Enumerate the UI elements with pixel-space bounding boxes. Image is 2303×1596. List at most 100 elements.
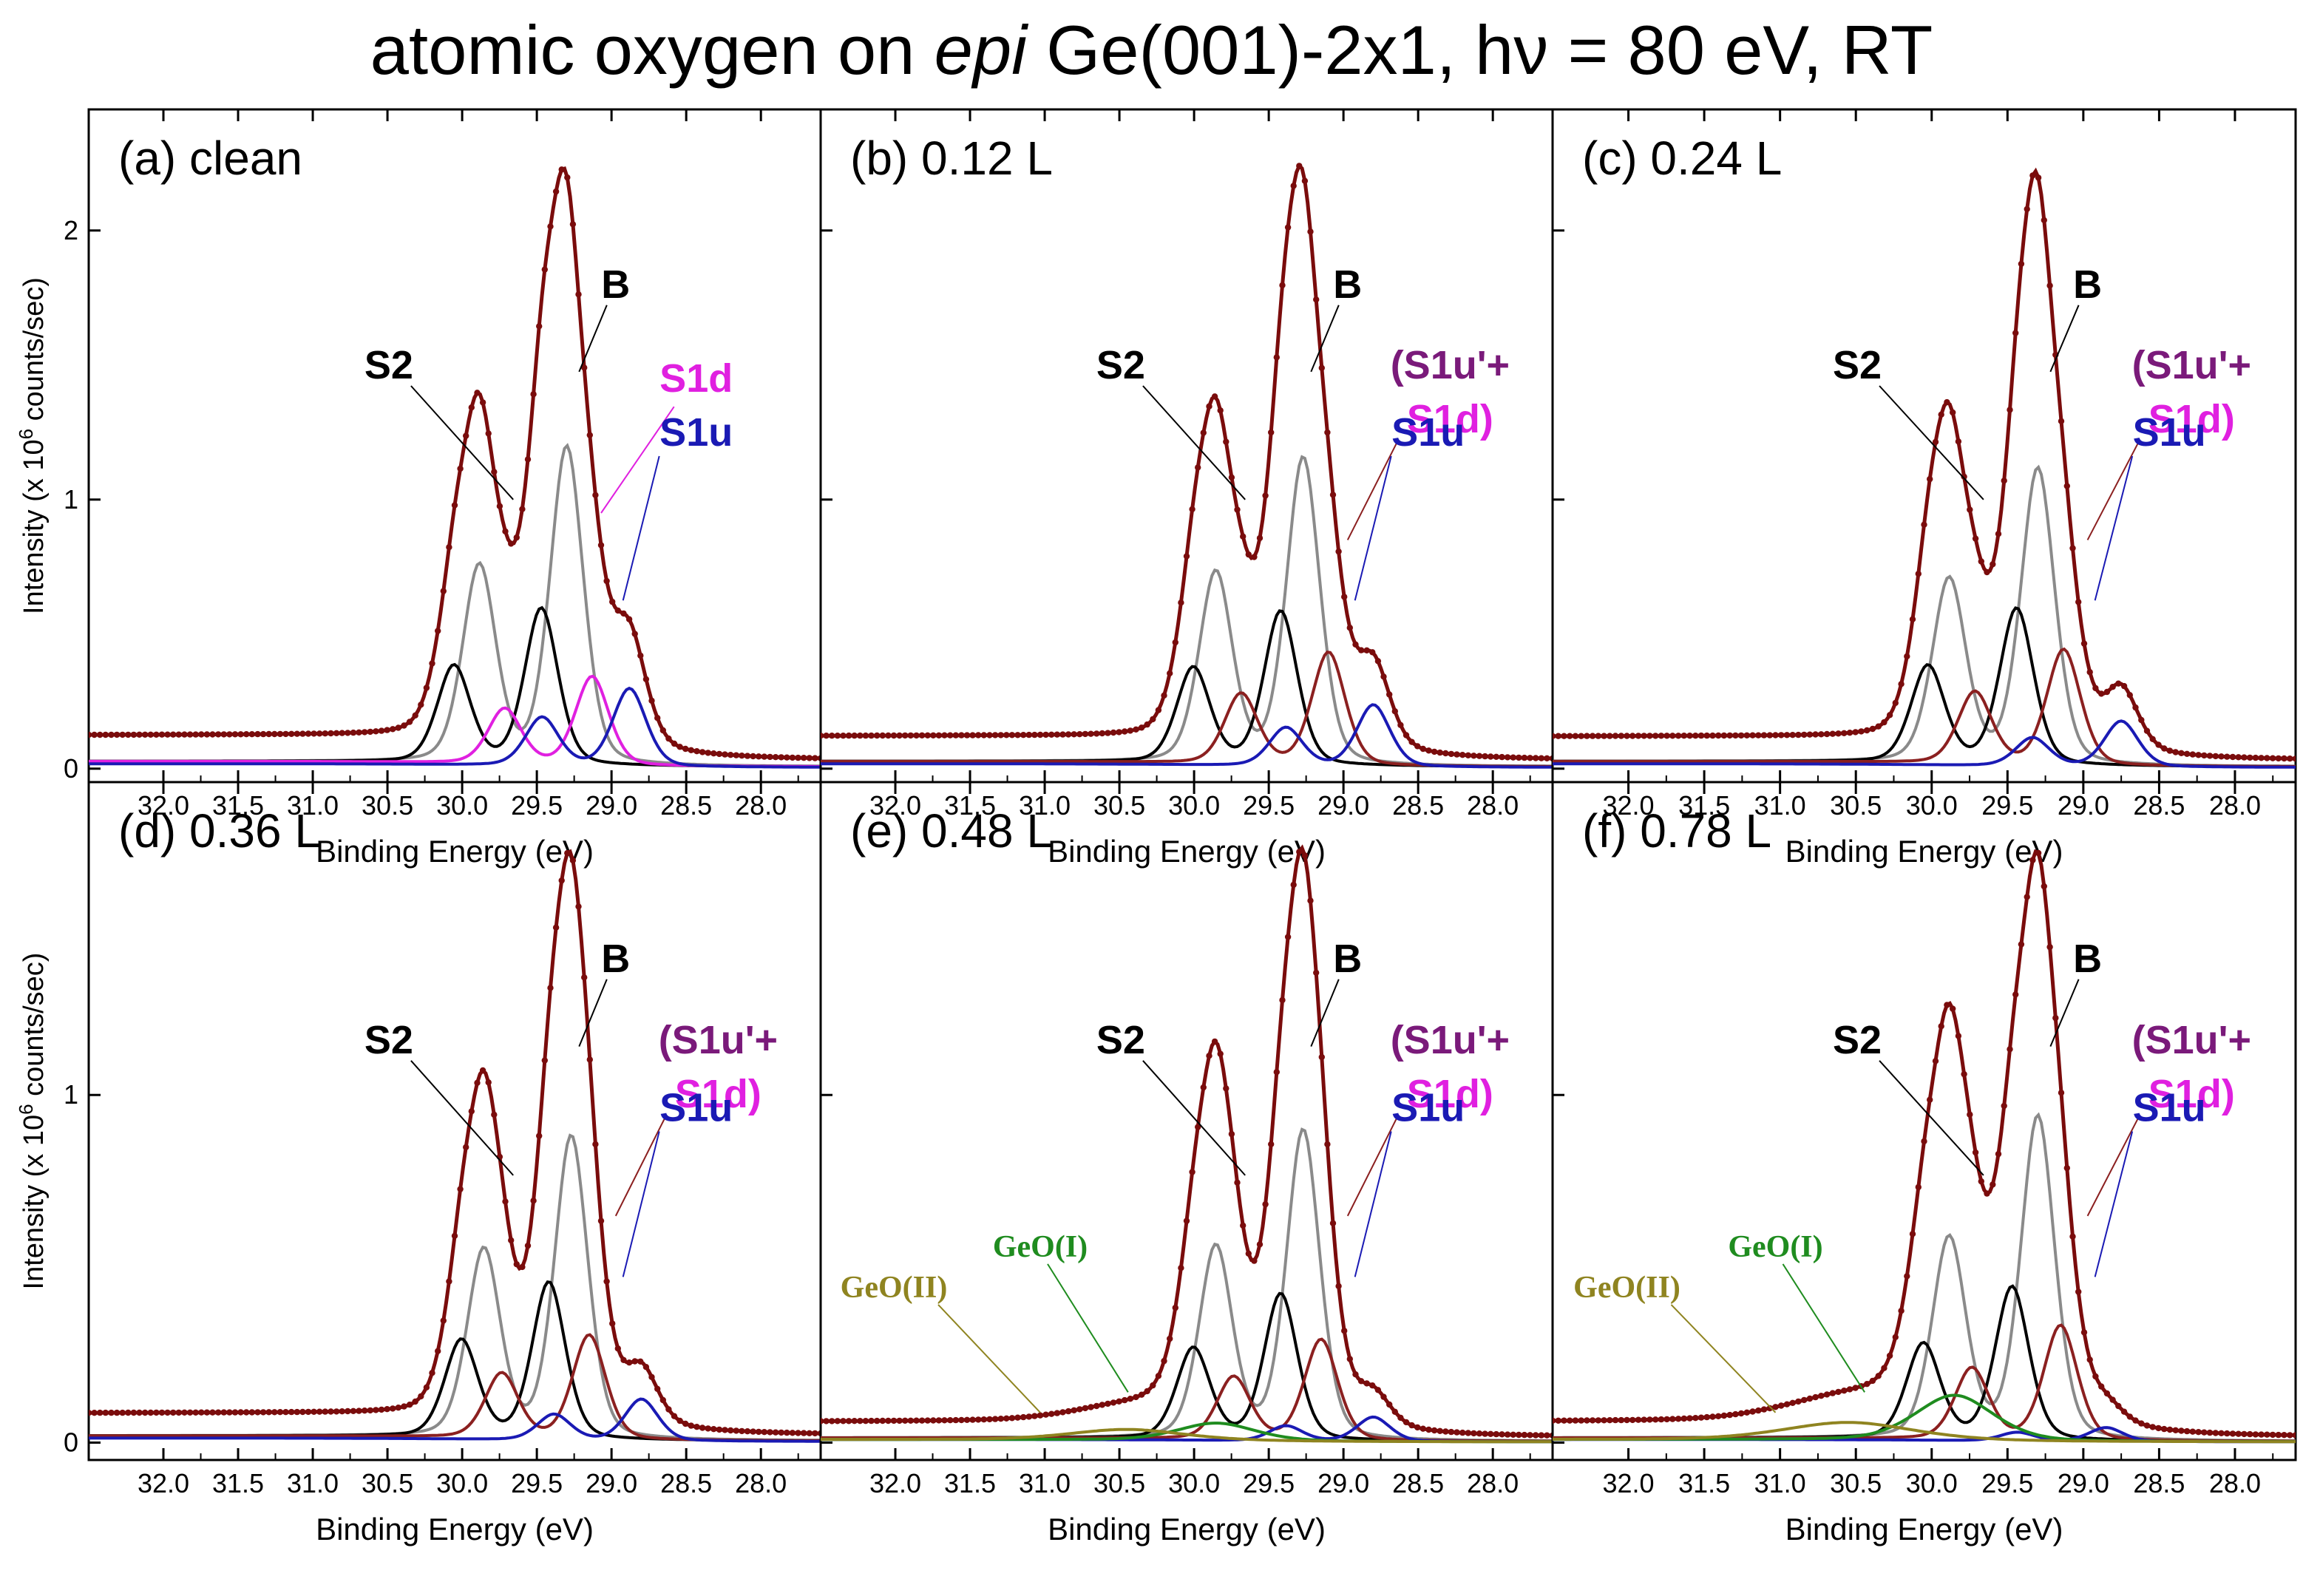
data-point bbox=[1167, 670, 1173, 676]
data-point bbox=[716, 750, 723, 758]
data-point bbox=[513, 534, 520, 541]
data-point bbox=[1256, 534, 1264, 542]
data-point bbox=[1172, 1304, 1179, 1311]
data-point bbox=[1324, 1141, 1331, 1148]
x-tick-label: 29.5 bbox=[1981, 1468, 2033, 1498]
data-point bbox=[778, 1429, 784, 1436]
x-tick-label: 28.0 bbox=[1467, 790, 1519, 821]
data-point bbox=[1955, 1033, 1962, 1039]
label-S1d-close: S1d) bbox=[1407, 397, 1493, 441]
data-point bbox=[102, 1409, 109, 1416]
data-point bbox=[1829, 1390, 1836, 1396]
data-point bbox=[603, 577, 610, 585]
data-point bbox=[750, 1428, 756, 1435]
data-point bbox=[1105, 730, 1111, 736]
data-point bbox=[423, 1384, 430, 1391]
data-point bbox=[1493, 1430, 1500, 1438]
data-point bbox=[231, 1409, 239, 1416]
data-point bbox=[1363, 647, 1370, 653]
data-point bbox=[1544, 755, 1550, 761]
data-point bbox=[2098, 1383, 2105, 1390]
data-point bbox=[463, 432, 469, 439]
data-point bbox=[1122, 728, 1128, 735]
data-point bbox=[907, 1417, 915, 1424]
data-point bbox=[1978, 1178, 1984, 1185]
data-point bbox=[829, 1418, 835, 1424]
data-point bbox=[1195, 464, 1201, 471]
data-point bbox=[1290, 183, 1297, 189]
data-point bbox=[362, 729, 368, 736]
data-point bbox=[1772, 1404, 1779, 1410]
data-point bbox=[902, 732, 909, 739]
data-point bbox=[153, 731, 160, 738]
data-point bbox=[1555, 1417, 1561, 1424]
data-point bbox=[1760, 1406, 1768, 1413]
label-S1u-prime: (S1u'+ bbox=[2132, 1018, 2251, 1062]
data-point bbox=[1521, 1431, 1528, 1439]
data-point bbox=[1852, 1385, 1859, 1391]
data-point bbox=[2155, 1424, 2162, 1432]
data-point bbox=[1743, 732, 1750, 738]
data-point bbox=[2287, 1432, 2293, 1439]
data-point bbox=[1437, 749, 1443, 756]
label-arrow bbox=[578, 979, 608, 1047]
data-point bbox=[902, 1417, 909, 1424]
data-point bbox=[384, 1406, 390, 1413]
data-point bbox=[2269, 755, 2276, 761]
data-point bbox=[924, 732, 931, 738]
data-point bbox=[1875, 1373, 1882, 1379]
data-point bbox=[1635, 733, 1642, 739]
data-point bbox=[209, 1409, 216, 1416]
component-s2 bbox=[821, 609, 1553, 768]
data-point bbox=[277, 1409, 284, 1416]
data-point bbox=[1195, 1124, 1201, 1130]
data-point bbox=[1961, 473, 1967, 480]
x-tick-label: 28.5 bbox=[1392, 790, 1444, 821]
data-point bbox=[479, 1067, 486, 1074]
panel-title: (e) 0.48 L bbox=[850, 804, 1053, 858]
data-point bbox=[519, 1263, 526, 1271]
data-point bbox=[316, 1408, 323, 1415]
data-point bbox=[1223, 1085, 1229, 1092]
data-point bbox=[1795, 731, 1802, 738]
data-point bbox=[1122, 1396, 1128, 1404]
data-point bbox=[1240, 1222, 1247, 1229]
x-tick-label: 28.5 bbox=[2133, 790, 2185, 821]
data-point bbox=[1561, 1417, 1567, 1424]
data-point bbox=[1978, 558, 1984, 565]
data-point bbox=[552, 188, 560, 195]
data-point bbox=[1127, 1396, 1134, 1402]
x-axis-label: Binding Energy (eV) bbox=[1048, 1512, 1326, 1546]
data-point bbox=[2012, 991, 2019, 998]
data-point bbox=[1380, 673, 1387, 680]
data-point bbox=[1618, 1416, 1624, 1424]
data-point bbox=[2201, 1429, 2208, 1436]
data-point bbox=[1972, 535, 1979, 542]
label-S2: S2 bbox=[364, 1018, 413, 1062]
data-point bbox=[2120, 682, 2128, 690]
label-arrow bbox=[1310, 979, 1340, 1047]
x-tick-label: 29.0 bbox=[2058, 1468, 2109, 1498]
data-point bbox=[170, 1409, 177, 1416]
data-point bbox=[181, 731, 188, 738]
data-point bbox=[648, 1373, 655, 1381]
data-point bbox=[1658, 733, 1665, 739]
data-point bbox=[1984, 1190, 1990, 1197]
data-point bbox=[1618, 733, 1624, 739]
data-point bbox=[1703, 732, 1710, 739]
data-point bbox=[1967, 1111, 1973, 1118]
x-tick-label: 29.5 bbox=[511, 790, 563, 821]
data-point bbox=[784, 1429, 790, 1436]
data-point bbox=[192, 1409, 199, 1416]
label-S2: S2 bbox=[364, 343, 413, 387]
label-S1u: S1u bbox=[2133, 410, 2206, 455]
data-point bbox=[2024, 894, 2030, 900]
data-point bbox=[1841, 1388, 1848, 1394]
label-arrow bbox=[1047, 1263, 1129, 1393]
data-point bbox=[2229, 1430, 2236, 1437]
data-point bbox=[418, 702, 424, 708]
data-point bbox=[1420, 1425, 1427, 1432]
data-point bbox=[1726, 1411, 1733, 1419]
data-point bbox=[1138, 1391, 1145, 1398]
x-tick-label: 31.5 bbox=[1678, 790, 1730, 821]
